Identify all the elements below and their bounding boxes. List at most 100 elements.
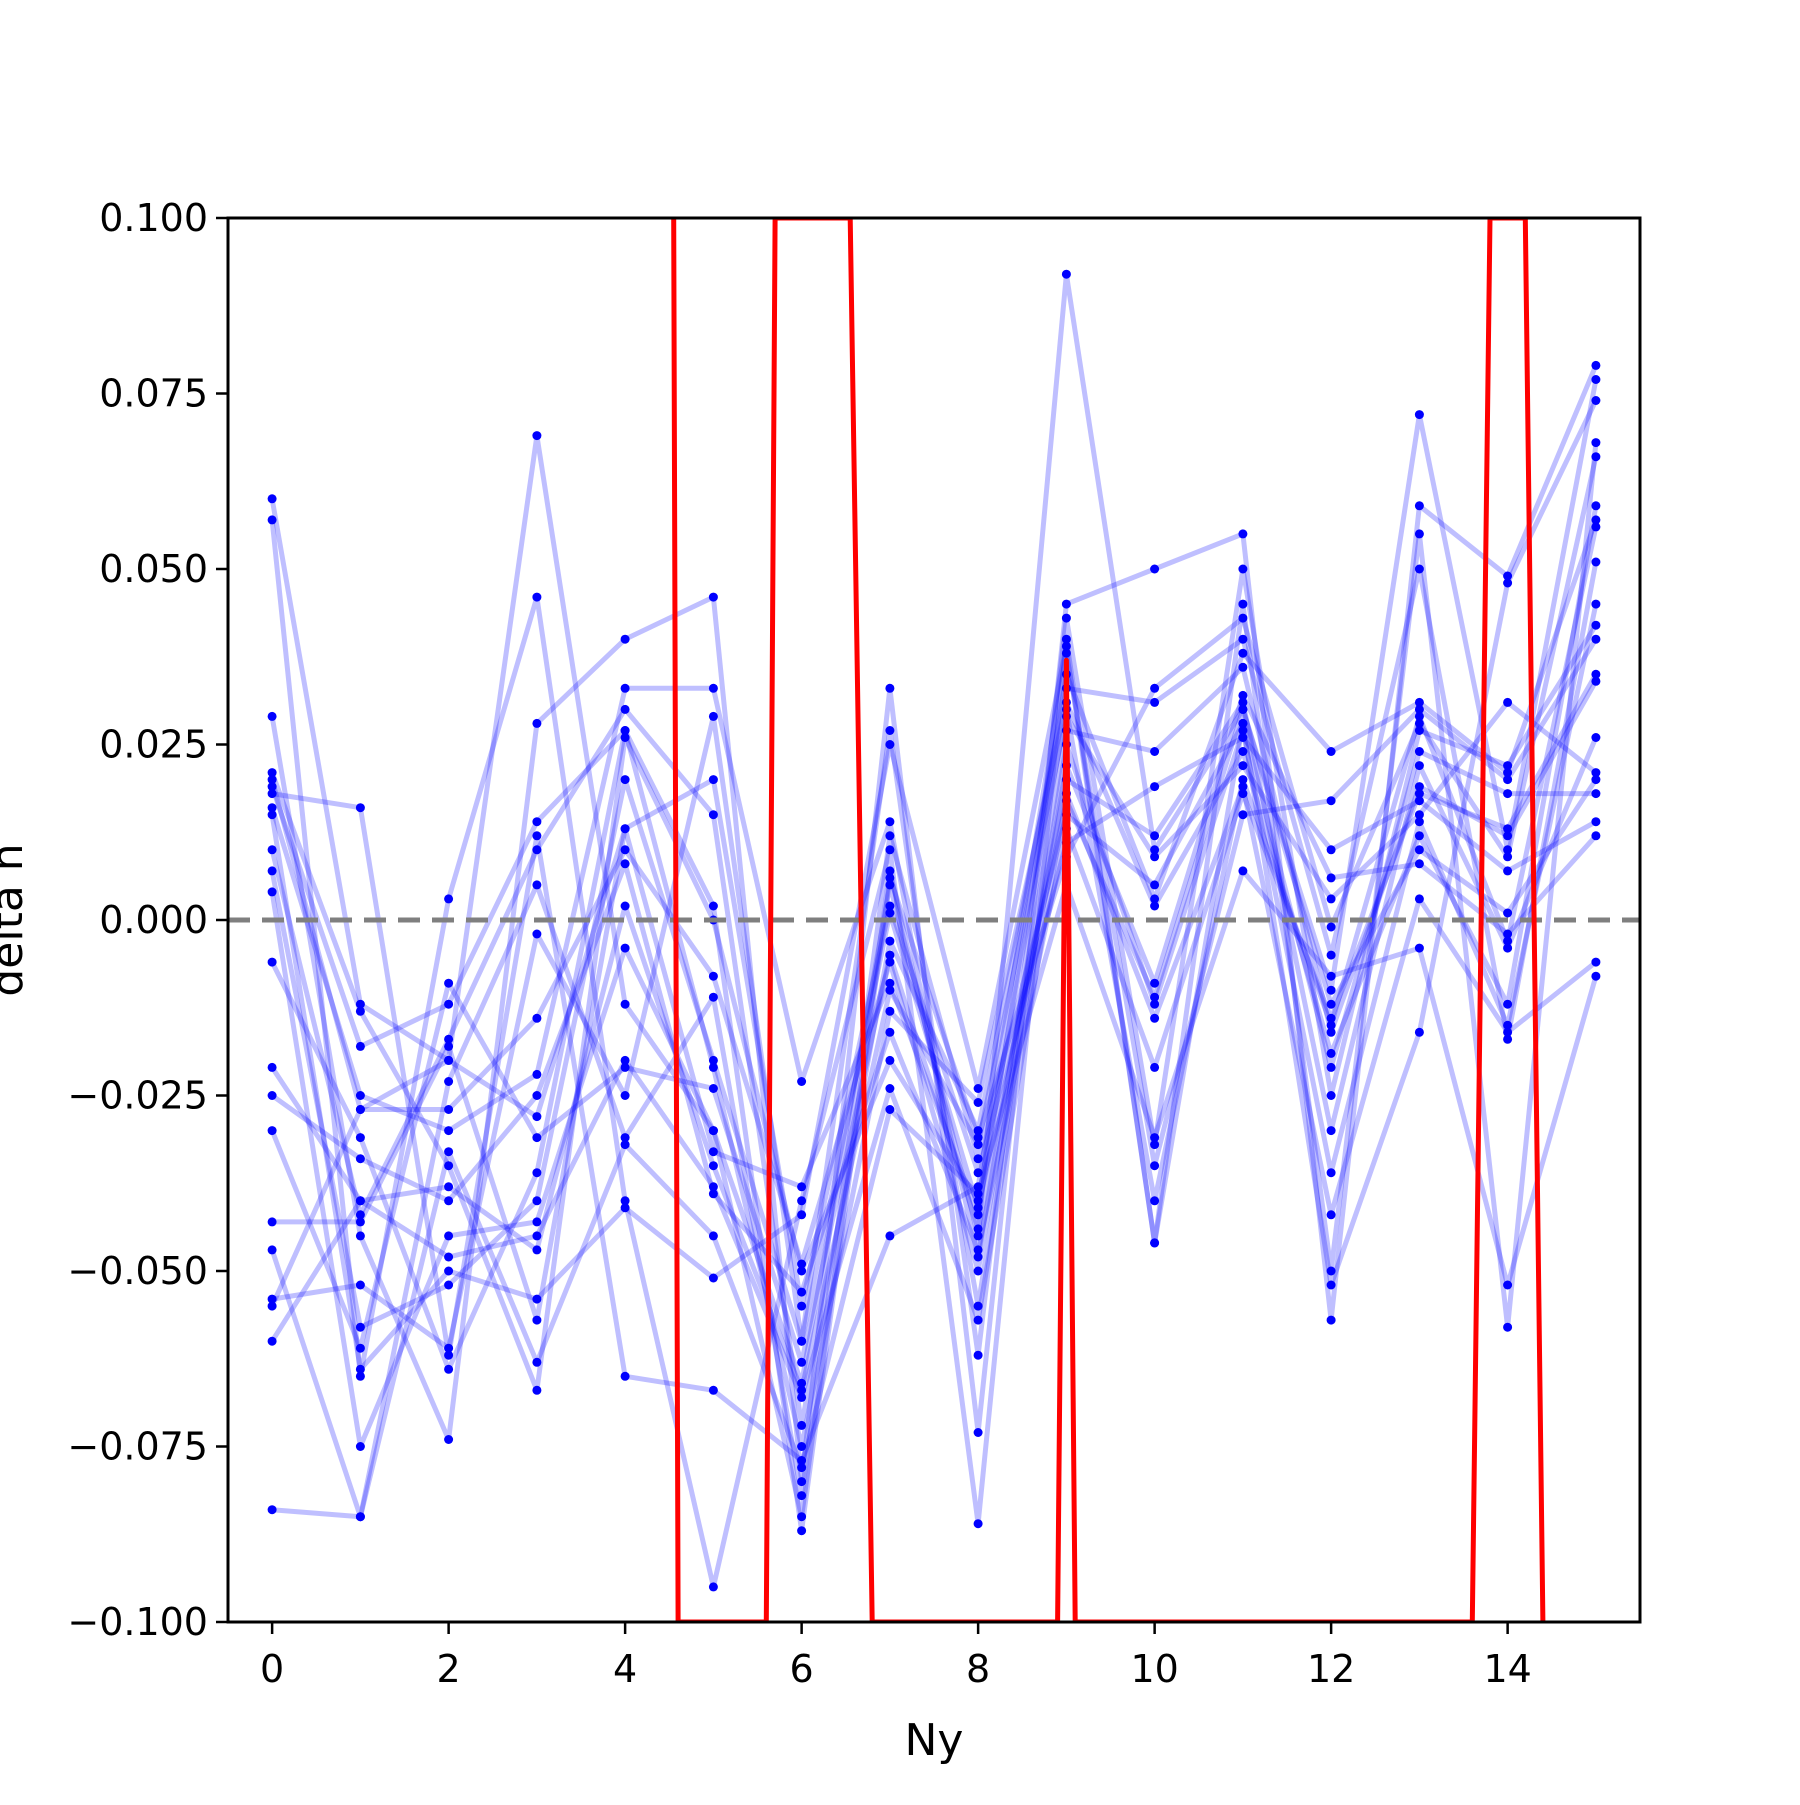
series-point-21-6 <box>797 1182 807 1192</box>
series-point-6-14 <box>1503 1034 1513 1044</box>
series-point-6-11 <box>1238 634 1248 644</box>
y-tick-label-1: 0.075 <box>99 372 208 416</box>
series-point-13-3 <box>532 1315 542 1325</box>
series-point-5-11 <box>1238 726 1248 735</box>
series-point-9-0 <box>267 957 277 967</box>
series-point-15-7 <box>885 908 895 918</box>
series-point-7-13 <box>1414 726 1424 735</box>
series-point-11-2 <box>444 1196 454 1206</box>
series-point-2-13 <box>1414 501 1424 511</box>
series-16 <box>267 690 1601 1311</box>
series-point-14-10 <box>1150 880 1160 890</box>
series-point-2-4 <box>620 634 630 644</box>
series-point-21-12 <box>1326 747 1336 756</box>
series-point-20-5 <box>708 1273 718 1283</box>
series-point-12-11 <box>1238 697 1248 707</box>
series-point-5-13 <box>1414 817 1424 827</box>
series-point-18-5 <box>708 1231 718 1241</box>
series-point-12-14 <box>1503 943 1513 953</box>
series-point-6-12 <box>1326 950 1336 960</box>
series-point-8-12 <box>1326 1027 1336 1037</box>
x-tick-label-0: 0 <box>260 1647 284 1691</box>
series-point-6-5 <box>708 810 718 820</box>
y-tick-label-8: −0.100 <box>67 1600 208 1644</box>
series-point-17-0 <box>267 1336 277 1346</box>
series-point-14-4 <box>620 1133 630 1143</box>
series-point-14-5 <box>708 992 718 1002</box>
series-point-7-8 <box>973 1350 983 1360</box>
series-point-14-7 <box>885 831 895 841</box>
series-point-12-4 <box>620 1062 630 1072</box>
series-7 <box>267 564 1601 1360</box>
series-point-3-15 <box>1591 522 1601 532</box>
series-point-10-4 <box>620 901 630 911</box>
series-point-0-9 <box>1061 269 1071 279</box>
series-point-19-7 <box>885 873 895 883</box>
series-point-17-3 <box>532 1231 542 1241</box>
x-tick-label-4: 8 <box>966 1647 990 1691</box>
series-point-15-6 <box>797 1336 807 1346</box>
series-point-13-0 <box>267 1217 277 1227</box>
series-point-3-3 <box>532 1385 542 1395</box>
series-point-3-14 <box>1503 936 1513 946</box>
series-point-17-1 <box>355 1196 365 1206</box>
series-point-17-12 <box>1326 1210 1336 1220</box>
series-point-0-1 <box>355 999 365 1009</box>
series-point-15-13 <box>1414 845 1424 855</box>
series-point-9-8 <box>973 1098 983 1107</box>
series-point-21-4 <box>620 824 630 834</box>
series-point-4-13 <box>1414 704 1424 714</box>
series-point-0-6 <box>797 1378 807 1388</box>
series-point-15-4 <box>620 1091 630 1100</box>
series-line-9 <box>269 505 1599 1449</box>
series-point-7-14 <box>1503 761 1513 771</box>
series-point-3-10 <box>1150 1196 1160 1206</box>
series-point-4-9 <box>1061 648 1071 658</box>
series-point-10-14 <box>1503 697 1513 707</box>
series-point-0-0 <box>267 494 277 504</box>
series-point-18-4 <box>620 1140 630 1150</box>
y-tick-label-6: −0.050 <box>67 1249 208 1293</box>
series-point-16-10 <box>1150 978 1160 988</box>
series-point-15-15 <box>1591 775 1601 785</box>
series-point-8-4 <box>620 943 630 953</box>
series-line-7 <box>269 566 1599 1358</box>
series-point-19-13 <box>1414 718 1424 728</box>
series-point-16-0 <box>267 1301 277 1311</box>
series-point-15-0 <box>267 1294 277 1304</box>
series-point-10-8 <box>973 1140 983 1150</box>
series-point-19-4 <box>620 726 630 735</box>
series-point-11-14 <box>1503 824 1513 834</box>
series-point-18-3 <box>532 1357 542 1367</box>
series-point-21-13 <box>1414 697 1424 707</box>
series-point-17-10 <box>1150 1013 1160 1023</box>
series-point-2-2 <box>444 1435 454 1444</box>
series-point-0-7 <box>885 880 895 890</box>
series-point-16-15 <box>1591 831 1601 841</box>
series-point-9-5 <box>708 1062 718 1072</box>
series-point-2-15 <box>1591 360 1601 370</box>
series-point-2-5 <box>708 592 718 602</box>
series-4 <box>267 634 1601 1465</box>
series-point-6-3 <box>532 845 542 855</box>
series-point-15-10 <box>1150 992 1160 1002</box>
series-17 <box>267 782 1601 1402</box>
series-point-4-7 <box>885 1231 895 1241</box>
series-point-7-9 <box>1061 613 1071 623</box>
y-tick-label-3: 0.025 <box>99 723 208 767</box>
series-point-11-1 <box>355 1154 365 1164</box>
series-point-8-7 <box>885 866 895 876</box>
series-point-21-11 <box>1238 648 1248 658</box>
series-point-11-8 <box>973 1245 983 1255</box>
series-line-17 <box>269 784 1598 1400</box>
series-point-1-14 <box>1503 1322 1513 1332</box>
series-point-14-15 <box>1591 789 1601 799</box>
series-point-18-6 <box>797 1463 807 1473</box>
series-line-21 <box>269 519 1599 1218</box>
series-point-9-3 <box>532 1168 542 1178</box>
y-tick-label-5: −0.025 <box>67 1074 208 1118</box>
series-point-10-7 <box>885 985 895 995</box>
series-line-11 <box>270 673 1599 1295</box>
series-1 <box>267 438 1601 1592</box>
series-point-4-2 <box>444 1350 454 1360</box>
